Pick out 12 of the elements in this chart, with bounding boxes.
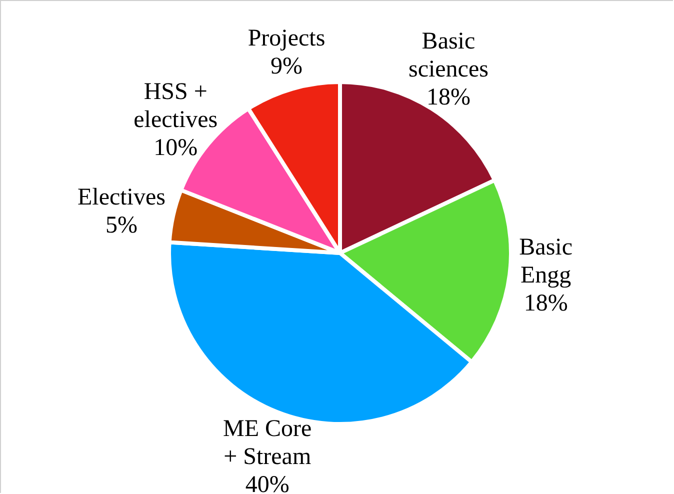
slice-label: ME Core + Stream	[223, 416, 312, 470]
data-label: 18%	[426, 84, 470, 111]
slice-label: Basic sciences	[408, 28, 488, 83]
data-label: 40%	[245, 472, 290, 494]
slice-label: Electives	[77, 184, 166, 210]
slice-label: HSS + electives	[134, 78, 218, 133]
data-label: 10%	[154, 134, 198, 161]
data-label: 18%	[524, 290, 568, 317]
slice-label: Basic Engg	[519, 234, 572, 289]
data-label: 9%	[270, 54, 302, 80]
data-label: 5%	[105, 212, 138, 238]
slice-label: Projects	[248, 26, 326, 52]
